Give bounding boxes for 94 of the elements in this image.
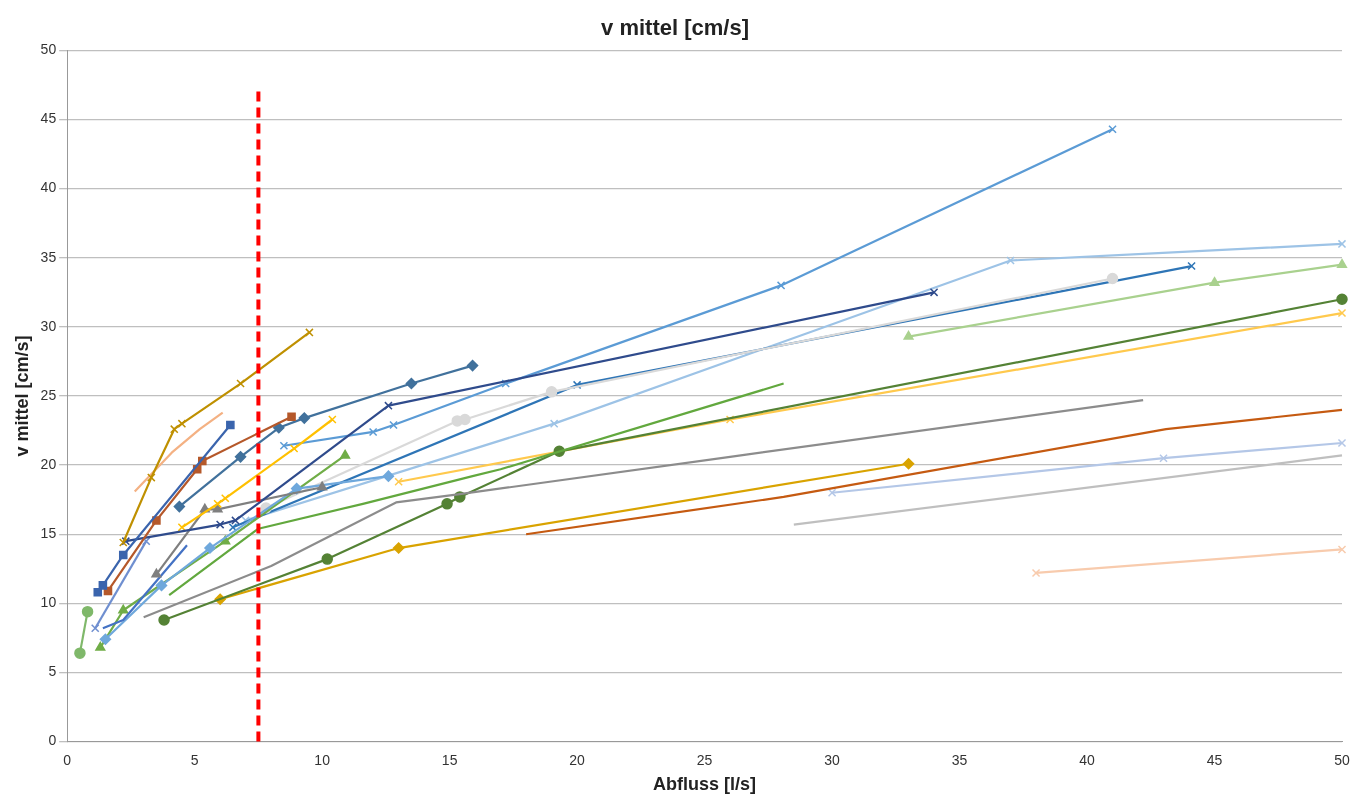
point bbox=[231, 516, 240, 525]
point bbox=[903, 330, 914, 340]
point bbox=[328, 415, 337, 424]
point bbox=[118, 550, 128, 560]
point bbox=[545, 386, 558, 398]
point bbox=[1108, 124, 1117, 134]
point bbox=[289, 444, 299, 453]
point bbox=[236, 379, 245, 388]
y-tick-label: 10 bbox=[40, 594, 57, 611]
point bbox=[90, 623, 100, 633]
point bbox=[776, 281, 786, 290]
point bbox=[305, 328, 314, 337]
point bbox=[725, 415, 735, 424]
point bbox=[1006, 256, 1015, 265]
point bbox=[147, 473, 156, 482]
point bbox=[1337, 545, 1347, 554]
y-tick-label: 0 bbox=[48, 732, 57, 749]
point bbox=[279, 441, 289, 451]
point bbox=[93, 588, 103, 597]
y-tick-label: 5 bbox=[48, 663, 57, 680]
chart-title: v mittel [cm/s] bbox=[601, 15, 749, 41]
x-tick-label: 40 bbox=[1079, 751, 1096, 768]
point bbox=[902, 457, 915, 470]
point bbox=[1336, 293, 1348, 305]
point bbox=[501, 379, 510, 388]
point bbox=[226, 420, 235, 430]
point bbox=[215, 520, 225, 529]
point bbox=[1336, 258, 1348, 268]
point bbox=[81, 605, 94, 618]
x-tick-label: 35 bbox=[951, 751, 968, 768]
point bbox=[384, 401, 393, 410]
point bbox=[220, 494, 230, 503]
point bbox=[1337, 438, 1347, 448]
x-tick-label: 45 bbox=[1206, 751, 1223, 768]
point bbox=[177, 419, 187, 428]
point bbox=[389, 420, 398, 430]
point bbox=[155, 579, 168, 592]
point bbox=[74, 647, 86, 659]
point bbox=[827, 488, 837, 498]
x-axis-title: Abfluss [l/s] bbox=[653, 774, 757, 795]
point bbox=[317, 481, 328, 491]
point bbox=[368, 427, 378, 437]
x-tick-label: 5 bbox=[190, 751, 199, 768]
point bbox=[158, 614, 170, 626]
point bbox=[177, 523, 187, 532]
point bbox=[234, 451, 247, 463]
point bbox=[441, 498, 453, 510]
point bbox=[287, 412, 296, 422]
y-tick-label: 15 bbox=[40, 525, 57, 542]
x-tick-label: 0 bbox=[63, 751, 72, 768]
x-tick-label: 30 bbox=[824, 751, 841, 768]
y-tick-label: 20 bbox=[40, 455, 57, 472]
x-tick-label: 20 bbox=[569, 751, 586, 768]
y-tick-label: 50 bbox=[40, 41, 57, 58]
point bbox=[466, 359, 479, 372]
point bbox=[340, 449, 351, 459]
y-axis-title: v mittel [cm/s] bbox=[11, 335, 32, 457]
point bbox=[228, 523, 238, 532]
point bbox=[298, 412, 311, 424]
point bbox=[382, 470, 395, 482]
point bbox=[929, 288, 939, 297]
x-tick-label: 25 bbox=[696, 751, 713, 768]
point bbox=[1031, 568, 1041, 578]
x-tick-label: 15 bbox=[441, 751, 458, 768]
point bbox=[459, 413, 471, 426]
point bbox=[405, 377, 418, 390]
point bbox=[98, 581, 108, 590]
point bbox=[392, 542, 405, 554]
point bbox=[1187, 261, 1196, 271]
x-tick-label: 10 bbox=[314, 751, 331, 768]
point bbox=[173, 500, 186, 513]
y-tick-label: 35 bbox=[40, 248, 57, 265]
y-tick-label: 45 bbox=[40, 110, 57, 127]
point bbox=[99, 633, 112, 646]
point bbox=[169, 424, 179, 434]
point bbox=[394, 477, 403, 486]
point bbox=[1337, 239, 1347, 249]
y-tick-label: 30 bbox=[40, 317, 57, 334]
point bbox=[572, 380, 582, 390]
y-tick-label: 25 bbox=[40, 386, 57, 403]
point bbox=[1337, 308, 1347, 318]
y-tick-label: 40 bbox=[40, 179, 57, 196]
point bbox=[1106, 272, 1119, 285]
point bbox=[321, 553, 333, 565]
point bbox=[118, 604, 129, 614]
point bbox=[273, 422, 285, 434]
point bbox=[204, 542, 216, 554]
point bbox=[1159, 453, 1168, 463]
point bbox=[1209, 276, 1220, 286]
point bbox=[151, 568, 162, 578]
point bbox=[213, 499, 222, 509]
point bbox=[95, 641, 106, 651]
point bbox=[549, 419, 559, 428]
x-tick-label: 50 bbox=[1334, 751, 1350, 768]
